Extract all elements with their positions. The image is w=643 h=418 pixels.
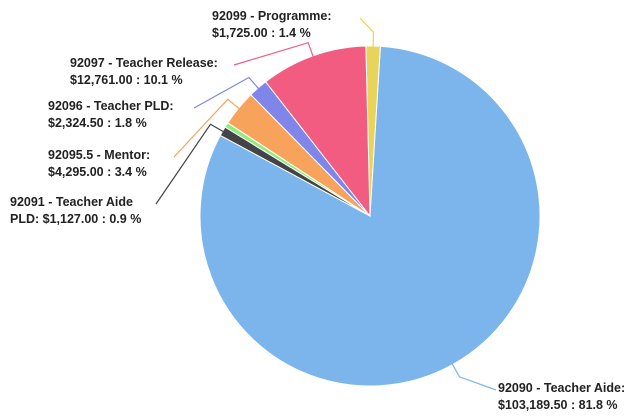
label-connector	[173, 98, 241, 158]
label-connectors	[155, 17, 497, 391]
label-connector	[359, 17, 375, 49]
data-labels: 92099 - Programme: $1,725.00 : 1.4 % 92090…	[10, 9, 625, 412]
data-label-name: 92097 - Teacher Release:	[70, 56, 218, 70]
data-label-name: 92091 - Teacher Aide	[10, 195, 133, 209]
data-label-value: $4,295.00 : 3.4 %	[48, 165, 147, 179]
data-label-value: $103,189.50 : 81.8 %	[498, 398, 618, 412]
data-label-value: $2,324.50 : 1.8 %	[48, 116, 147, 130]
data-label-name: 92090 - Teacher Aide:	[498, 381, 625, 395]
data-label-name: 92095.5 - Mentor:	[48, 148, 150, 162]
label-connector	[193, 76, 260, 109]
label-connector	[451, 362, 497, 391]
pie-slices	[199, 45, 541, 387]
data-label-value: $1,725.00 : 1.4 %	[212, 26, 311, 40]
data-label-name: 92099 - Programme:	[212, 9, 332, 23]
data-label-value: $12,761.00 : 10.1 %	[70, 73, 183, 87]
label-connector	[233, 41, 315, 66]
label-connector	[155, 123, 225, 205]
data-label-name: 92096 - Teacher PLD:	[48, 99, 174, 113]
data-label-value: PLD: $1,127.00 : 0.9 %	[10, 212, 141, 226]
